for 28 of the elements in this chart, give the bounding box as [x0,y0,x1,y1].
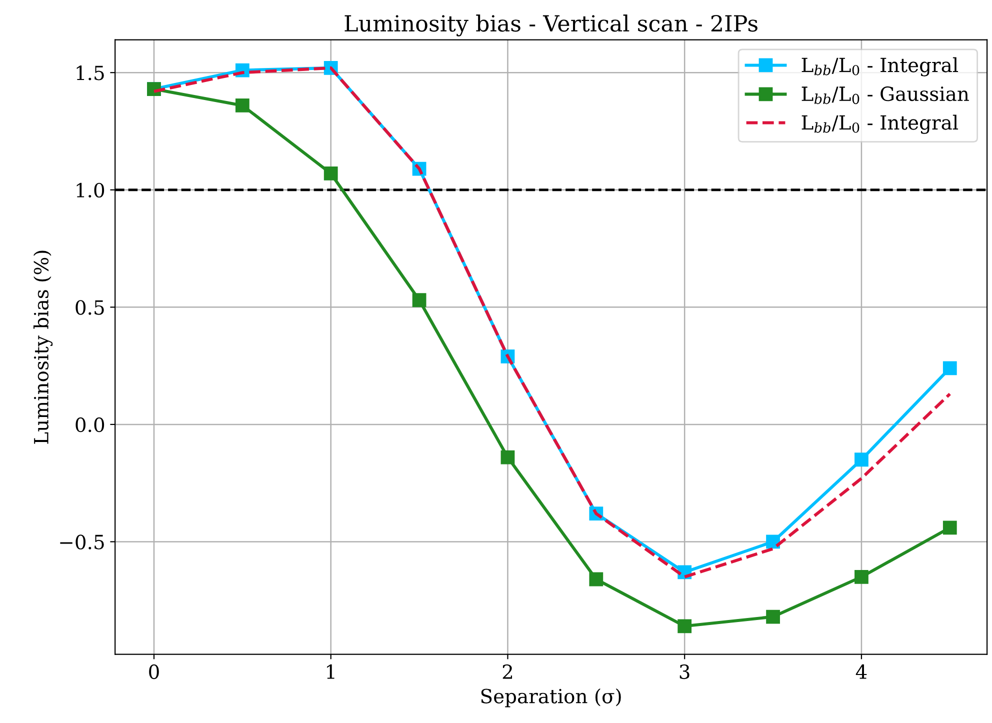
x-axis-title: Separation (σ) [481,688,621,708]
x-tick-label: 4 [856,664,867,679]
point [235,98,250,112]
point [589,572,604,586]
chart-title: Luminosity bias - Vertical scan - 2IPs [344,14,758,36]
point [942,361,957,376]
point [766,534,780,549]
y-tick-label: 1.0 [76,182,104,198]
point [766,610,780,624]
point [500,450,515,464]
y-tick-label: 0.0 [76,417,104,432]
point [412,293,426,308]
legend-label: L$_{bb}$/L$_{0}$ - Integral [802,57,958,76]
y-tick-label: 1.5 [76,66,104,80]
y-tick-label: 0.5 [76,300,104,315]
point [942,520,957,535]
point [678,619,692,634]
legend-label: L$_{bb}$/L$_{0}$ - Gaussian [802,86,969,104]
x-tick-label: 2 [502,664,512,679]
x-tick-label: 1 [327,664,334,679]
x-tick-label: 0 [149,664,159,680]
point [854,570,868,584]
point [854,452,868,467]
point [324,166,338,180]
legend-label: L$_{bb}$/L$_{0}$ - Integral [802,114,958,134]
x-tick-label: 3 [680,664,690,680]
y-axis-title: Luminosity bias (%) [33,250,53,444]
y-tick-label: −0.5 [60,534,104,550]
